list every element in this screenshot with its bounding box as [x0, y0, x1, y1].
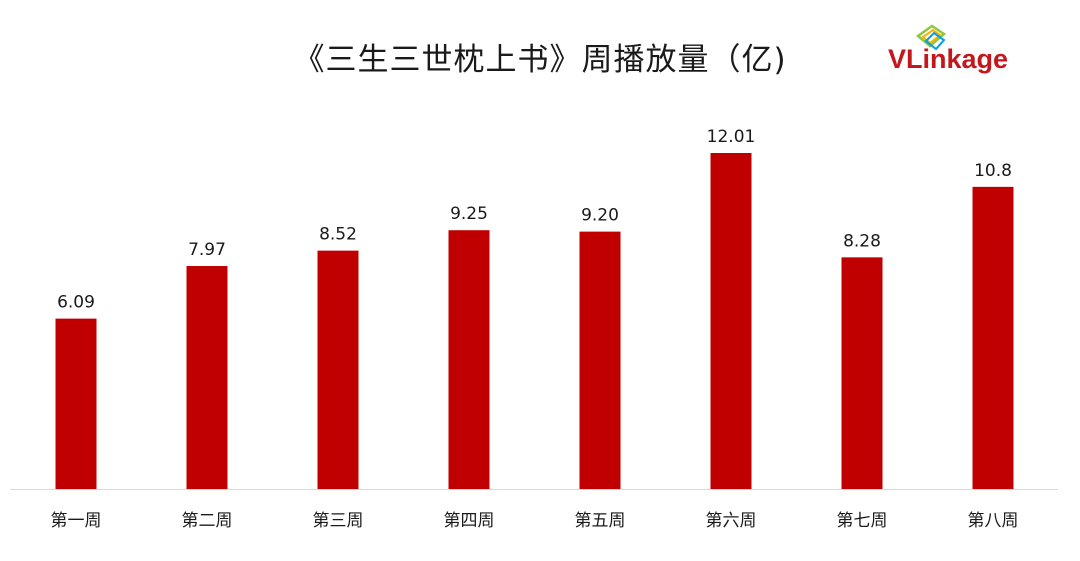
vlinkage-logo: VLinkage [888, 22, 1028, 78]
x-tick-label-5: 第五周 [575, 511, 626, 531]
logo-mark-icon [915, 24, 947, 51]
data-label-6: 12.01 [707, 127, 756, 147]
logo-text: VLinkage [888, 44, 1008, 75]
x-tick-label-7: 第七周 [837, 511, 888, 531]
data-label-4: 9.25 [450, 204, 488, 224]
logo-text-rest: age [961, 44, 1009, 74]
x-tick-label-1: 第一周 [51, 511, 102, 531]
logo-text-strong: VLink [888, 44, 962, 74]
bar-3 [317, 250, 359, 489]
bar-6 [710, 153, 752, 489]
data-label-5: 9.20 [581, 206, 619, 226]
data-label-1: 6.09 [57, 293, 95, 313]
data-label-7: 8.28 [843, 231, 881, 251]
data-label-8: 10.8 [974, 161, 1012, 181]
x-tick-label-3: 第三周 [313, 511, 364, 531]
x-tick-label-8: 第八周 [968, 511, 1019, 531]
bar-5 [579, 231, 621, 489]
x-tick-label-4: 第四周 [444, 511, 495, 531]
x-tick-label-6: 第六周 [706, 511, 757, 531]
bar-2 [186, 266, 228, 489]
x-tick-label-2: 第二周 [182, 511, 233, 531]
bar-1 [55, 318, 97, 489]
data-label-2: 7.97 [188, 240, 226, 260]
bar-8 [972, 186, 1014, 489]
bar-7 [841, 257, 883, 489]
chart-title: 《三生三世枕上书》周播放量（亿) [293, 42, 787, 78]
data-label-3: 8.52 [319, 225, 357, 245]
bar-4 [448, 230, 490, 490]
